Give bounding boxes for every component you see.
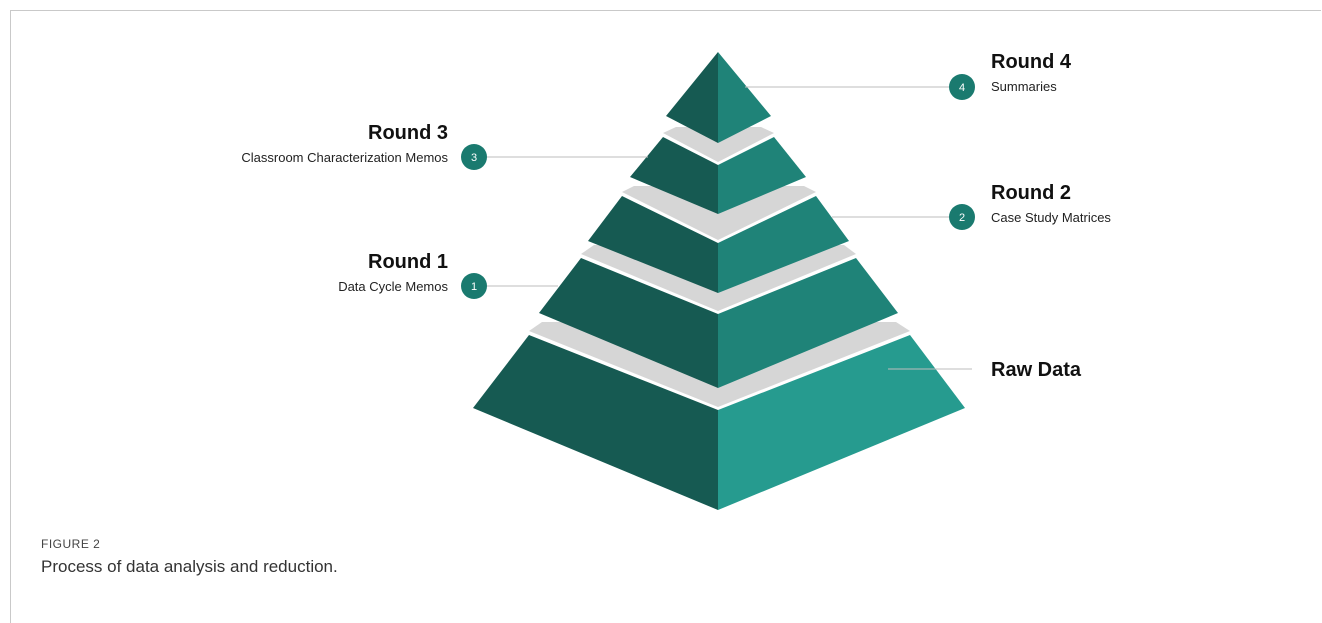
figure-label: FIGURE 2 xyxy=(41,537,101,551)
figure-frame xyxy=(10,10,1321,623)
label-subtitle: Summaries xyxy=(991,79,1057,94)
tier-4-left-face xyxy=(666,52,718,143)
label-round-3: Round 3 Classroom Characterization Memos xyxy=(241,122,448,165)
tier-base-right-face xyxy=(718,335,965,510)
tier-raw-data xyxy=(473,335,965,510)
badge-number: 2 xyxy=(959,212,965,224)
separator-4-3 xyxy=(663,127,774,162)
badge-round-4: 4 xyxy=(949,74,975,100)
tier-3-right-face xyxy=(718,137,806,214)
tier-round-2 xyxy=(588,196,849,293)
tier-base-left-face xyxy=(473,335,718,510)
label-round-4: Round 4 Summaries xyxy=(991,51,1072,94)
badge-number: 3 xyxy=(471,152,477,164)
tier-round-1 xyxy=(539,258,898,388)
tier-1-left-face xyxy=(539,258,718,388)
label-subtitle: Data Cycle Memos xyxy=(338,279,448,294)
tier-round-4 xyxy=(666,52,771,143)
badge-round-2: 2 xyxy=(949,204,975,230)
figure-caption: Process of data analysis and reduction. xyxy=(41,557,338,576)
badge-circle xyxy=(461,144,487,170)
label-round-1: Round 1 Data Cycle Memos xyxy=(338,251,448,294)
label-title: Round 2 xyxy=(991,182,1071,204)
leader-lines xyxy=(474,86,972,370)
tier-2-right-face xyxy=(718,196,849,293)
badge-circle xyxy=(949,74,975,100)
label-title: Round 1 xyxy=(368,251,448,273)
label-subtitle: Classroom Characterization Memos xyxy=(241,150,448,165)
label-round-2: Round 2 Case Study Matrices xyxy=(991,182,1111,225)
label-raw-data: Raw Data xyxy=(991,359,1082,381)
badge-number: 4 xyxy=(959,82,965,94)
tier-3-left-face xyxy=(630,137,718,214)
tier-round-3 xyxy=(630,137,806,214)
badge-round-1: 1 xyxy=(461,273,487,299)
tier-1-right-face xyxy=(718,258,898,388)
label-title: Raw Data xyxy=(991,359,1082,381)
badge-round-3: 3 xyxy=(461,144,487,170)
label-title: Round 4 xyxy=(991,51,1072,73)
badge-circle xyxy=(461,273,487,299)
tier-4-right-face xyxy=(718,52,771,143)
badge-number: 1 xyxy=(471,281,477,293)
label-title: Round 3 xyxy=(368,122,448,144)
tier-2-left-face xyxy=(588,196,718,293)
badge-circle xyxy=(949,204,975,230)
label-subtitle: Case Study Matrices xyxy=(991,210,1111,225)
pyramid-diagram: 4 3 2 1 Round 4 Summaries Round 3 Classr… xyxy=(241,51,1111,510)
